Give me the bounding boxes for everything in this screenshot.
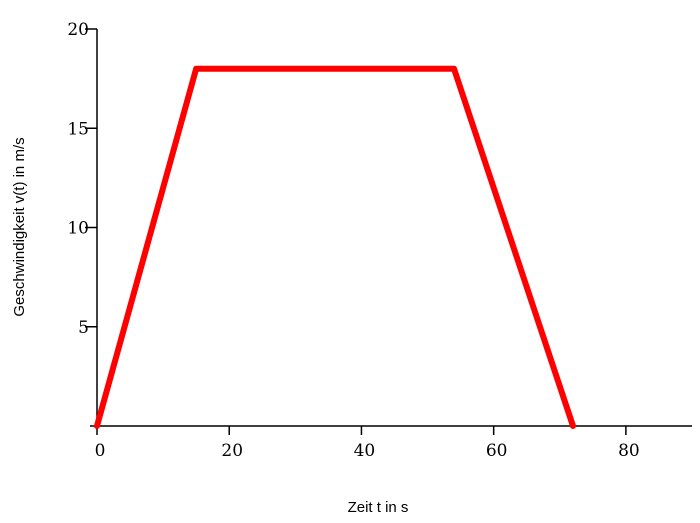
x-tick-label: 80	[618, 441, 640, 461]
x-ticks: 0 20 40 60 80	[95, 426, 640, 461]
y-tick-label: 20	[67, 20, 89, 40]
y-axis-label: Geschwindigkeit v(t) in m/s	[11, 137, 28, 316]
plot-area: 0 20 40 60 80 5 10 15 20	[67, 20, 692, 461]
x-tick-label: 60	[486, 441, 508, 461]
series-layer	[94, 65, 576, 429]
velocity-line	[94, 65, 576, 429]
y-tick-label: 5	[78, 318, 89, 338]
x-axis-label: Zeit t in s	[348, 499, 409, 516]
y-tick-label: 15	[67, 119, 89, 139]
x-tick-label: 40	[354, 441, 376, 461]
y-ticks: 5 10 15 20	[67, 20, 97, 338]
x-tick-label: 20	[221, 441, 243, 461]
x-tick-label: 0	[95, 441, 106, 461]
y-tick-label: 10	[67, 219, 89, 239]
